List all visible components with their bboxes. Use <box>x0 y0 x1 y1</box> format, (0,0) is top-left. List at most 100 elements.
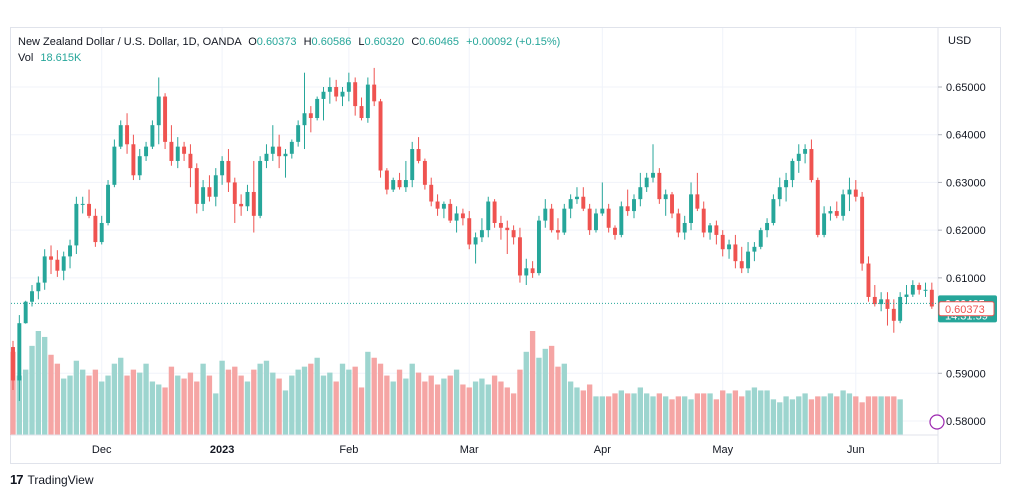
volume-bar <box>498 381 504 435</box>
candle <box>68 239 72 269</box>
candle <box>125 113 130 154</box>
candle-body <box>163 96 168 142</box>
candle <box>841 189 846 221</box>
candle <box>575 187 579 204</box>
volume-bar <box>853 396 859 435</box>
candle <box>435 194 440 216</box>
candle-body <box>771 199 776 223</box>
time-tick-label: Dec <box>92 444 112 456</box>
candle-body <box>239 203 244 207</box>
price-tags: 0.6046514:31:590.60373 <box>11 295 997 430</box>
volume-bar <box>574 387 580 435</box>
candle-body <box>188 153 193 169</box>
candle-body <box>422 160 427 185</box>
volume-bar <box>447 375 453 435</box>
candle <box>61 251 66 281</box>
candle-body <box>555 230 560 233</box>
volume-bar <box>295 369 301 435</box>
candle <box>657 168 662 204</box>
candle-body <box>847 189 852 195</box>
price-tick-label: 0.65000 <box>946 82 986 94</box>
ohlc-legend: New Zealand Dollar / U.S. Dollar, 1D, OA… <box>18 36 560 48</box>
candle <box>49 245 53 275</box>
candle <box>790 158 795 188</box>
candle-body <box>898 296 903 321</box>
candle <box>676 208 681 238</box>
volume-bar <box>333 381 339 435</box>
candle-body <box>80 203 85 205</box>
volume-bar <box>739 396 745 435</box>
volume-bar <box>472 381 479 435</box>
volume-bar <box>403 378 409 435</box>
candle-body <box>600 208 605 214</box>
volume-bar <box>35 331 42 435</box>
volume-bar <box>523 351 529 435</box>
volume-bar <box>479 378 485 435</box>
candle <box>283 149 288 178</box>
volume-bar <box>732 390 739 435</box>
candle-body <box>36 282 41 292</box>
candle-body <box>346 82 351 92</box>
close-value: 0.60465 <box>419 36 460 48</box>
vol-label: Vol <box>18 52 34 64</box>
footer[interactable]: 17 TradingView <box>10 472 94 487</box>
candle-body <box>777 187 782 200</box>
volume-bar <box>764 390 770 435</box>
volume-bar <box>396 369 403 435</box>
tradingview-logo-icon: 17 <box>10 472 24 487</box>
volume-bar <box>593 396 599 435</box>
volume-bar <box>162 387 168 435</box>
candle-body <box>885 299 890 309</box>
candle-body <box>137 156 142 176</box>
vol-value: 18.615K <box>40 52 82 64</box>
volume-bar <box>118 357 124 435</box>
volume-bar <box>61 378 67 435</box>
candle-body <box>841 194 846 216</box>
volume-bar <box>580 390 586 435</box>
candle <box>701 201 706 238</box>
candle <box>555 218 560 240</box>
candle <box>670 191 674 219</box>
open-value: 0.60373 <box>256 36 297 48</box>
candle <box>315 96 320 121</box>
candle-body <box>61 256 66 271</box>
candle <box>720 230 725 257</box>
volume-bar <box>67 375 73 435</box>
candle <box>87 189 92 219</box>
volume-bars <box>10 331 903 435</box>
volume-bar <box>428 375 434 435</box>
candle <box>651 144 655 183</box>
candle-body <box>613 227 617 235</box>
candle-body <box>670 194 674 214</box>
candle <box>923 282 928 297</box>
candle <box>93 208 98 247</box>
candle <box>517 227 522 283</box>
candle <box>885 292 890 326</box>
candle <box>416 137 421 164</box>
price-tick-label: 0.61000 <box>946 273 986 285</box>
candle-body <box>486 201 491 231</box>
candle-body <box>853 189 858 197</box>
candle <box>112 139 117 188</box>
volume-bar <box>758 390 764 435</box>
candle <box>188 144 193 188</box>
time-tick-label: Mar <box>460 444 479 456</box>
volume-bar <box>897 399 903 435</box>
candle-body <box>378 101 383 171</box>
candle-body <box>638 187 643 200</box>
candle <box>834 201 839 219</box>
candle <box>232 177 237 223</box>
open-label: O <box>248 36 257 48</box>
candle <box>536 215 541 276</box>
volume-bar <box>745 390 751 435</box>
currency-label[interactable]: USD <box>948 35 972 47</box>
price-axis: 0.65000 0.64000 0.63000 0.62000 0.61000 0.590… <box>937 28 986 463</box>
candle <box>207 175 212 202</box>
volume-bar <box>358 387 365 435</box>
volume-bar <box>289 375 295 435</box>
candle-body <box>689 194 693 223</box>
candle <box>258 156 263 219</box>
candle <box>55 250 60 277</box>
candle-body <box>879 299 884 305</box>
